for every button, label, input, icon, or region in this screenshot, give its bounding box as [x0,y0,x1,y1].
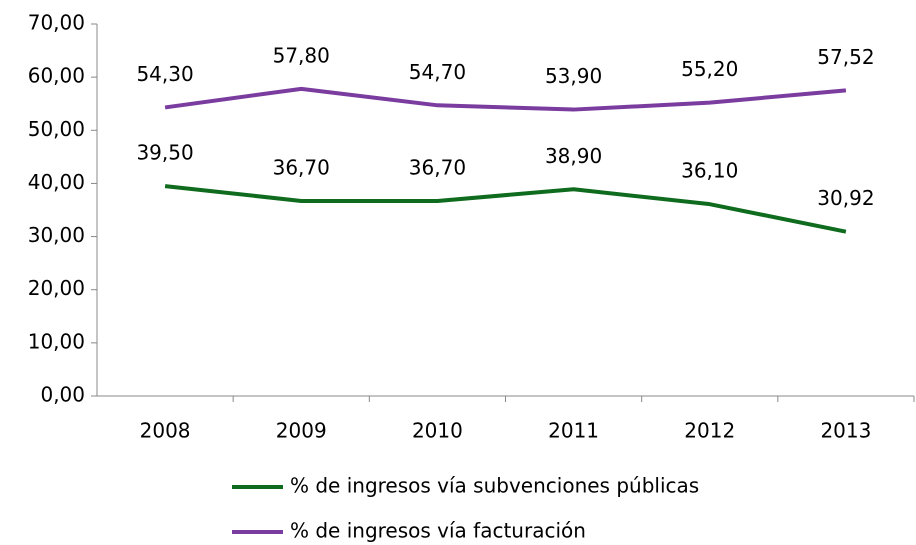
y-tick-label: 60,00 [28,64,85,88]
x-tick-label: 2008 [140,419,191,443]
x-tick-label: 2010 [412,419,463,443]
x-tick-label: 2013 [820,419,871,443]
data-label: 57,52 [817,45,874,69]
y-tick-label: 40,00 [28,170,85,194]
y-tick-label: 10,00 [28,329,85,353]
x-tick-label: 2009 [276,419,327,443]
data-label: 36,70 [409,155,466,179]
series-line [164,86,847,112]
y-tick-label: 20,00 [28,276,85,300]
y-tick-label: 70,00 [28,11,85,35]
data-label: 38,90 [545,144,602,168]
data-label: 36,10 [681,159,738,183]
data-label: 53,90 [545,64,602,88]
data-label: 36,70 [273,155,330,179]
data-label: 55,20 [681,57,738,81]
x-tick-label: 2012 [684,419,735,443]
y-tick-label: 30,00 [28,223,85,247]
legend-label: % de ingresos vía facturación [290,519,586,543]
legend-label: % de ingresos vía subvenciones públicas [290,474,699,498]
data-label: 54,70 [409,60,466,84]
series-line [164,184,847,234]
x-tick-label: 2011 [548,419,599,443]
data-label: 57,80 [273,43,330,67]
data-label: 39,50 [136,141,193,165]
y-tick-label: 0,00 [40,383,85,407]
data-label: 30,92 [817,186,874,210]
data-label: 54,30 [136,62,193,86]
y-tick-label: 50,00 [28,117,85,141]
